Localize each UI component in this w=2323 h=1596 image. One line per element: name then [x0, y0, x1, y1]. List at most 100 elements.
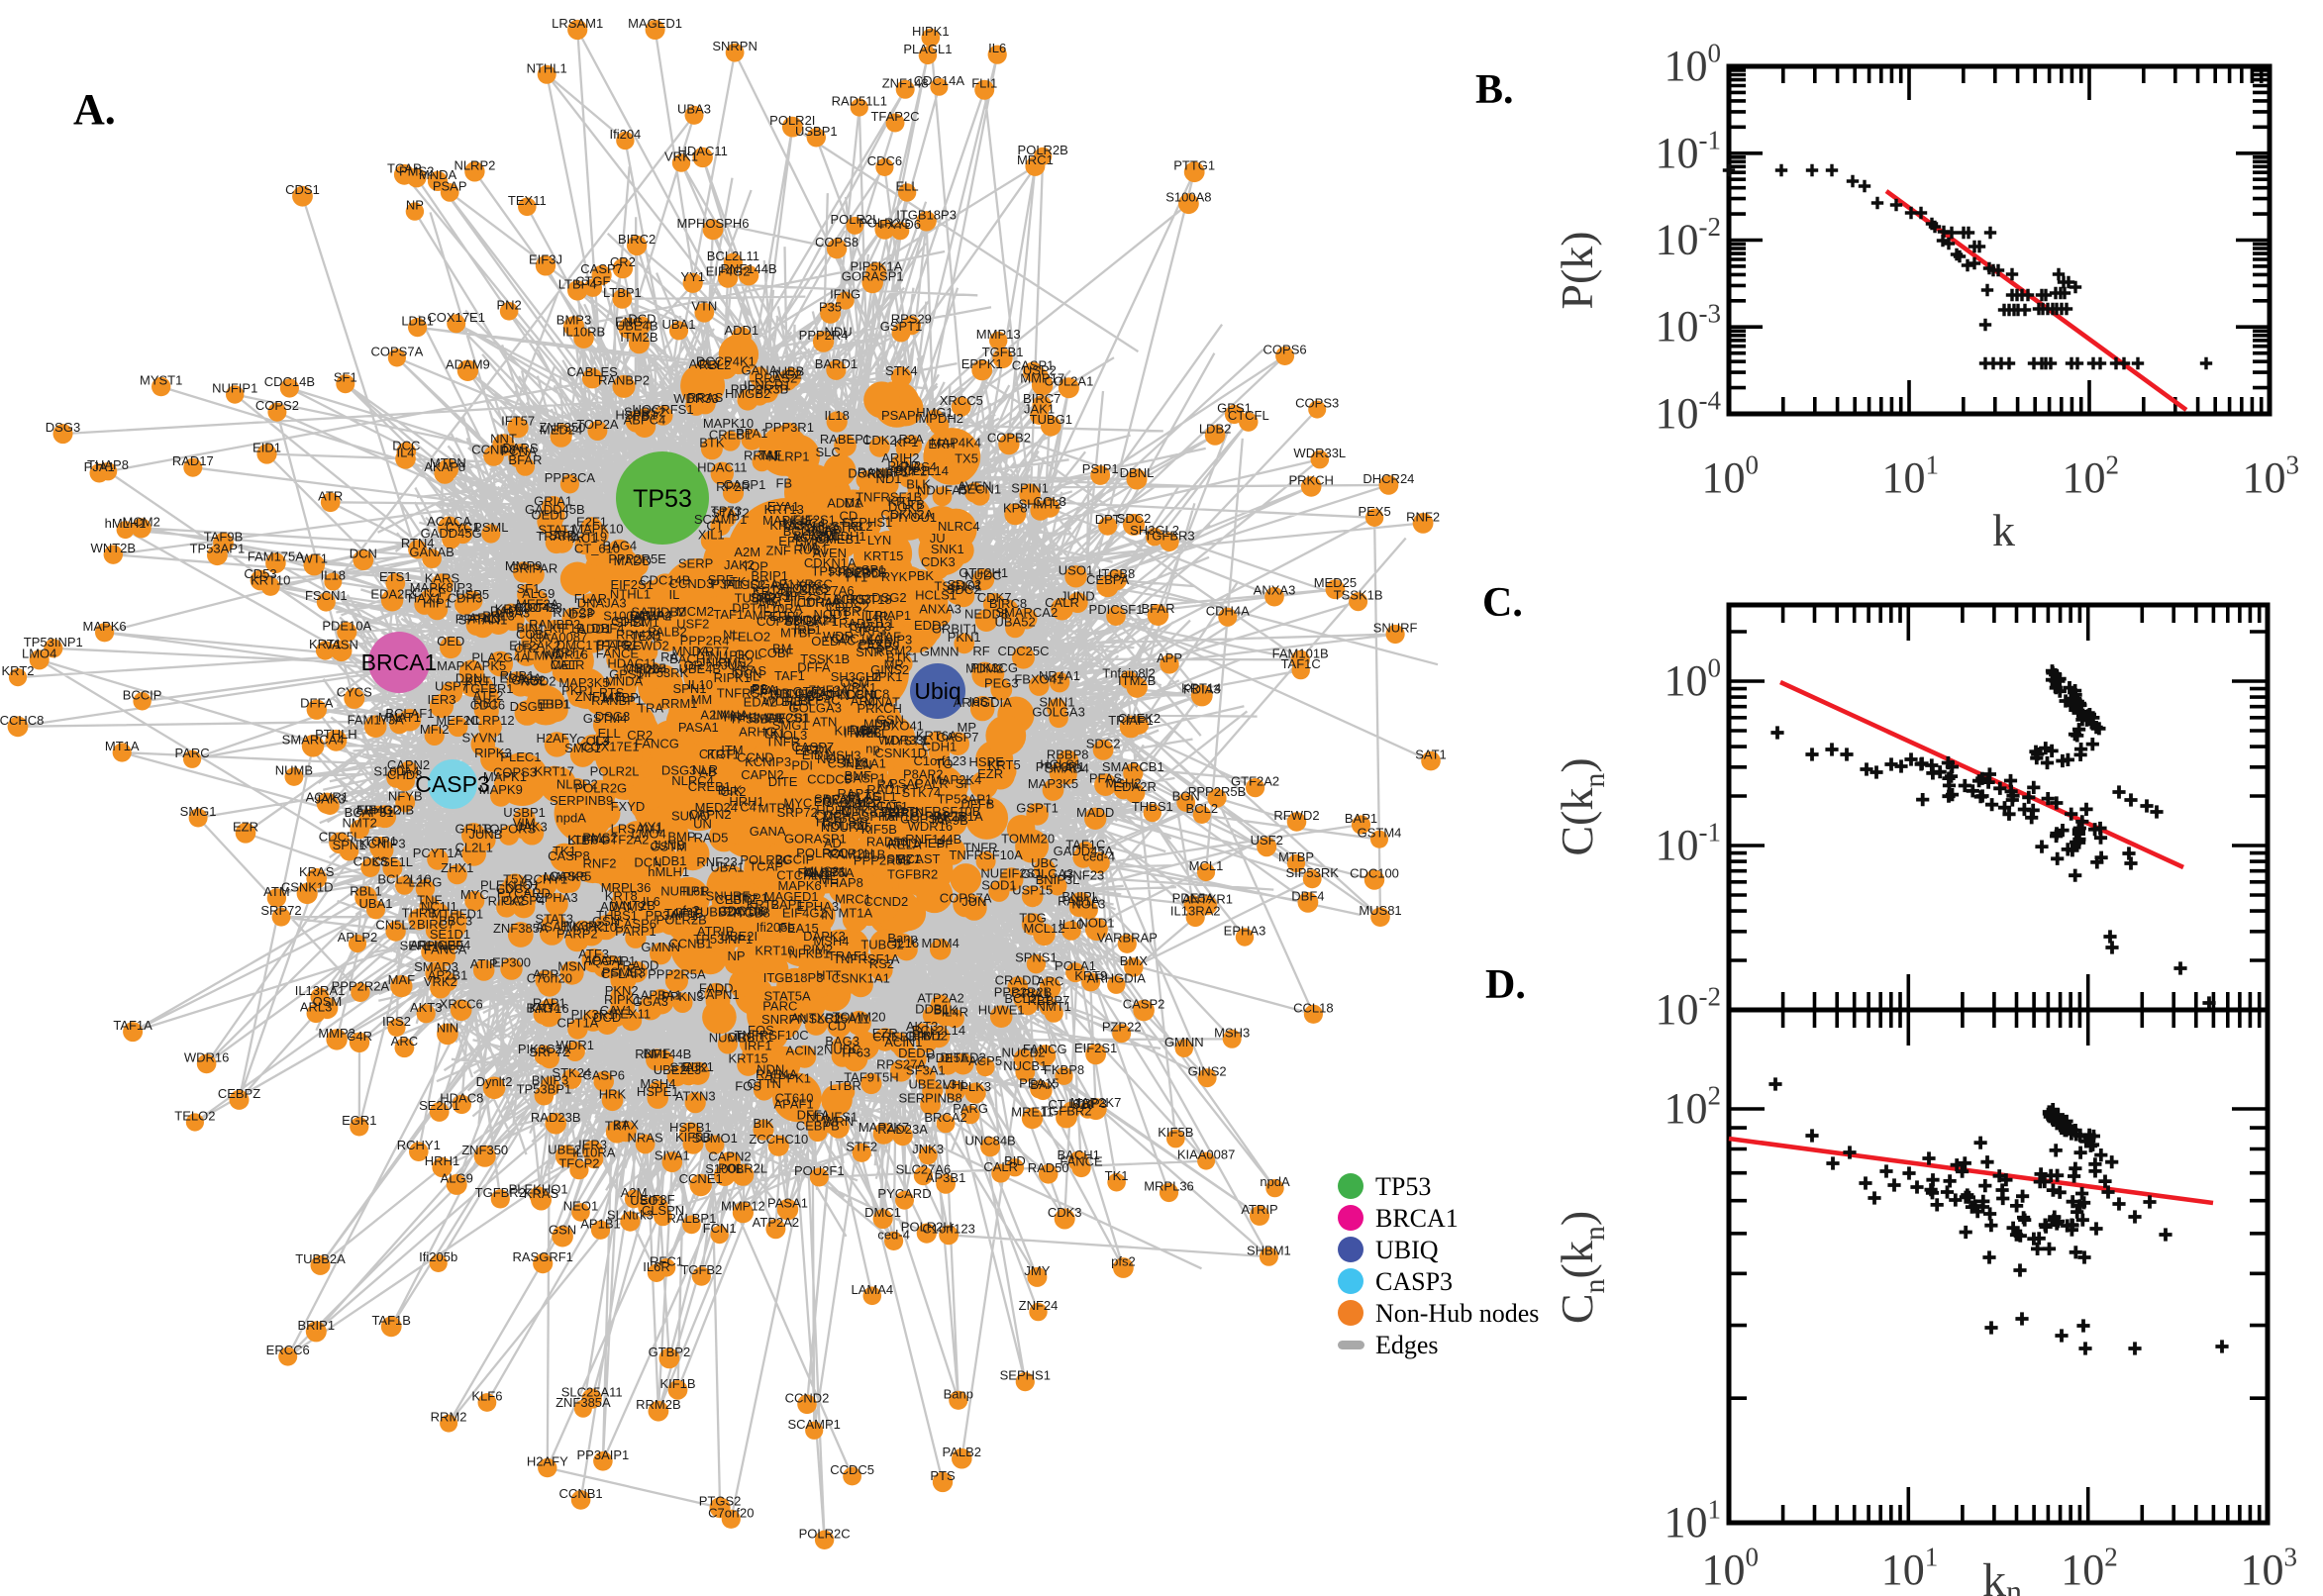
svg-text:TAF1A: TAF1A	[113, 1018, 152, 1033]
svg-text:TUBG2: TUBG2	[735, 591, 777, 606]
svg-text:GSTM4: GSTM4	[583, 711, 628, 726]
svg-text:RNF144B: RNF144B	[635, 1047, 691, 1061]
svg-text:MDM4: MDM4	[922, 936, 960, 950]
svg-text:IL4: IL4	[592, 733, 610, 748]
svg-text:EID1: EID1	[542, 696, 570, 711]
svg-text:MADD: MADD	[614, 553, 652, 568]
svg-text:TK1: TK1	[1105, 1168, 1129, 1183]
svg-text:UN: UN	[693, 817, 712, 832]
svg-text:HRH1: HRH1	[729, 794, 763, 809]
svg-text:WDR33: WDR33	[673, 391, 719, 406]
svg-text:PPP2R5B: PPP2R5B	[854, 853, 912, 868]
svg-text:RCHY1: RCHY1	[397, 1138, 441, 1152]
svg-text:ADD1: ADD1	[577, 622, 612, 637]
svg-text:DDB1: DDB1	[915, 1002, 950, 1017]
svg-text:B.: B.	[1475, 67, 1514, 113]
svg-text:NRAS: NRAS	[628, 1131, 663, 1146]
svg-text:ERCC6: ERCC6	[266, 1343, 310, 1357]
svg-text:HUWE1: HUWE1	[978, 1003, 1025, 1018]
svg-text:Ifi205b: Ifi205b	[757, 920, 795, 935]
svg-text:SPNS1: SPNS1	[1015, 950, 1058, 965]
svg-text:MSH3: MSH3	[1214, 1025, 1250, 1040]
svg-text:CASP1: CASP1	[1012, 358, 1055, 373]
svg-text:CD: CD	[828, 1019, 847, 1034]
svg-text:BFAR: BFAR	[1142, 601, 1175, 616]
svg-text:ced-4: ced-4	[877, 1227, 910, 1242]
svg-text:PMS2: PMS2	[399, 164, 434, 179]
svg-text:NTHL1: NTHL1	[610, 587, 651, 602]
svg-text:MRC1: MRC1	[753, 608, 789, 623]
svg-text:BCL2L14: BCL2L14	[895, 463, 949, 478]
svg-text:FSCN1: FSCN1	[305, 588, 348, 603]
svg-text:ANXA3: ANXA3	[919, 601, 961, 616]
svg-text:ADAM9: ADAM9	[446, 356, 490, 371]
svg-text:k: k	[1992, 505, 2015, 555]
svg-text:SNR: SNR	[856, 645, 882, 659]
svg-text:CDK2: CDK2	[862, 433, 897, 448]
svg-text:NMT2: NMT2	[343, 816, 377, 831]
svg-text:SYVN1: SYVN1	[461, 731, 504, 746]
svg-text:D.: D.	[1485, 962, 1526, 1008]
svg-text:IL10RB: IL10RB	[562, 325, 605, 340]
svg-text:PEX5: PEX5	[1358, 504, 1390, 519]
svg-text:XRCC6: XRCC6	[440, 996, 483, 1011]
svg-text:SERPINB8: SERPINB8	[898, 1091, 961, 1106]
svg-text:POLR2I: POLR2I	[769, 113, 815, 128]
svg-text:CCDC5: CCDC5	[830, 1462, 874, 1477]
svg-text:CALR: CALR	[914, 776, 949, 791]
svg-text:OEDD: OEDD	[532, 508, 569, 523]
svg-text:TNFR: TNFR	[963, 840, 998, 854]
svg-text:COPB2: COPB2	[987, 431, 1031, 446]
svg-text:np: np	[865, 741, 879, 755]
svg-text:DBF4: DBF4	[1291, 888, 1324, 903]
svg-text:USBP1: USBP1	[503, 805, 546, 820]
svg-text:CASP1: CASP1	[724, 477, 766, 492]
svg-text:SDC2: SDC2	[1086, 736, 1121, 750]
svg-text:NP: NP	[727, 948, 745, 963]
svg-text:JUND: JUND	[1060, 589, 1095, 604]
svg-text:LTBP1: LTBP1	[730, 891, 768, 906]
svg-text:CTCFL: CTCFL	[1228, 408, 1269, 423]
svg-text:TDG: TDG	[1019, 910, 1046, 925]
svg-text:HDAC11: HDAC11	[607, 656, 656, 671]
svg-text:SIVA1: SIVA1	[655, 1148, 690, 1163]
svg-text:PKN2: PKN2	[605, 983, 639, 998]
svg-text:TAF: TAF	[758, 448, 782, 462]
svg-text:GANAB: GANAB	[409, 545, 454, 559]
svg-text:RAD23A: RAD23A	[877, 1122, 928, 1137]
svg-text:STK4: STK4	[885, 363, 918, 378]
svg-text:ATP2A2: ATP2A2	[753, 1215, 799, 1230]
svg-text:TFAP2C: TFAP2C	[870, 109, 919, 124]
svg-text:GRIPAR: GRIPAR	[509, 561, 557, 576]
svg-text:YY1: YY1	[639, 820, 663, 835]
svg-text:TELO2: TELO2	[174, 1109, 215, 1124]
svg-text:JU: JU	[930, 531, 946, 546]
svg-text:SNRPN: SNRPN	[712, 39, 758, 53]
svg-text:ZNF148: ZNF148	[882, 75, 929, 90]
svg-text:CDH4A: CDH4A	[1206, 603, 1250, 618]
svg-text:TGFBR3: TGFBR3	[1144, 528, 1194, 543]
svg-text:LYN: LYN	[867, 533, 891, 548]
svg-text:Edges: Edges	[1375, 1331, 1439, 1359]
svg-text:PIK: PIK	[729, 648, 750, 663]
svg-text:TGFB2: TGFB2	[680, 1262, 722, 1277]
svg-text:BRCA1: BRCA1	[361, 649, 438, 675]
svg-text:OED: OED	[437, 634, 464, 648]
svg-text:NDU: NDU	[825, 325, 853, 340]
svg-text:COPS3: COPS3	[1295, 396, 1339, 411]
svg-text:MRC1: MRC1	[1017, 152, 1054, 167]
svg-text:SMAD4: SMAD4	[1045, 760, 1089, 775]
svg-text:MTBP: MTBP	[1278, 849, 1314, 864]
svg-text:CCL18: CCL18	[1293, 1000, 1333, 1015]
svg-text:TX5: TX5	[955, 451, 978, 466]
svg-text:ITM2B: ITM2B	[620, 330, 657, 345]
svg-text:IN: IN	[821, 907, 834, 922]
svg-text:NLRP12: NLRP12	[465, 713, 514, 728]
svg-text:MP: MP	[958, 720, 977, 735]
svg-text:SRP72: SRP72	[260, 903, 301, 918]
svg-text:POLR2L: POLR2L	[830, 212, 879, 227]
svg-text:GORASP1: GORASP1	[842, 268, 904, 283]
svg-text:MUS81: MUS81	[1359, 903, 1401, 918]
svg-text:DCN: DCN	[634, 855, 661, 870]
svg-text:SCAMP1: SCAMP1	[787, 1417, 840, 1432]
